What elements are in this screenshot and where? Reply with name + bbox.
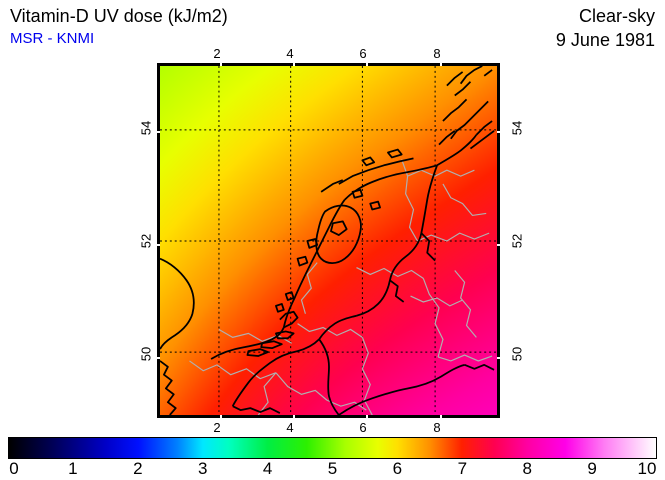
axis-tick-left-52: 52 [138, 233, 154, 249]
colorbar-label-10: 10 [637, 459, 657, 478]
page-title: Vitamin-D UV dose (kJ/m2) [10, 6, 228, 26]
axis-tick-bottom-8: 8 [433, 420, 441, 435]
colorbar-label-0: 0 [9, 459, 19, 478]
axis-tick-right-54: 54 [509, 120, 525, 136]
frame-tick-right-50 [497, 357, 500, 359]
axis-tick-right-50: 50 [509, 346, 525, 362]
axis-tick-left-50: 50 [138, 346, 154, 362]
axis-tick-left-54: 54 [138, 120, 154, 136]
colorbar-label-5: 5 [327, 459, 338, 478]
administrative-borders [189, 159, 493, 415]
axis-tick-bottom-4: 4 [286, 420, 294, 435]
colorbar-label-6: 6 [392, 459, 403, 478]
colorbar-label-8: 8 [522, 459, 532, 478]
colorbar-label-9: 9 [587, 459, 597, 478]
frame-tick-bottom-6 [366, 415, 368, 418]
frame-tick-bottom-4 [293, 415, 295, 418]
axis-tick-top-6: 6 [359, 46, 367, 61]
axis-tick-bottom-6: 6 [359, 420, 367, 435]
axis-tick-bottom-2: 2 [213, 420, 221, 435]
axis-tick-top-8: 8 [433, 46, 441, 61]
map-geography-layer [160, 66, 497, 415]
map-gridlines [160, 66, 497, 415]
map-plot-area [160, 66, 497, 415]
uv-dose-map [157, 63, 500, 418]
coastlines [160, 66, 495, 415]
frame-tick-top-6 [366, 63, 368, 66]
colorbar-tick-labels: 0 1 2 3 4 5 6 7 8 9 10 [8, 459, 657, 479]
frame-tick-top-2 [220, 63, 222, 66]
frame-tick-right-54 [497, 131, 500, 133]
axis-tick-top-4: 4 [286, 46, 294, 61]
colorbar-label-3: 3 [197, 459, 208, 478]
frame-tick-top-4 [293, 63, 295, 66]
frame-tick-left-50 [157, 357, 160, 359]
colorbar-label-2: 2 [133, 459, 143, 478]
frame-tick-top-8 [440, 63, 442, 66]
colorbar-gradient [9, 438, 656, 458]
colorbar-label-7: 7 [457, 459, 468, 478]
date-label: 9 June 1981 [555, 30, 655, 50]
colorbar [8, 437, 657, 459]
axis-tick-right-52: 52 [509, 233, 525, 249]
axis-tick-top-2: 2 [213, 46, 221, 61]
frame-tick-bottom-8 [440, 415, 442, 418]
colorbar-label-4: 4 [262, 459, 273, 478]
colorbar-label-1: 1 [68, 459, 78, 478]
sky-condition-label: Clear-sky [578, 6, 655, 26]
frame-tick-right-52 [497, 244, 500, 246]
data-source-label: MSR - KNMI [10, 30, 95, 47]
frame-tick-left-54 [157, 131, 160, 133]
frame-tick-bottom-2 [220, 415, 222, 418]
frame-tick-left-52 [157, 244, 160, 246]
